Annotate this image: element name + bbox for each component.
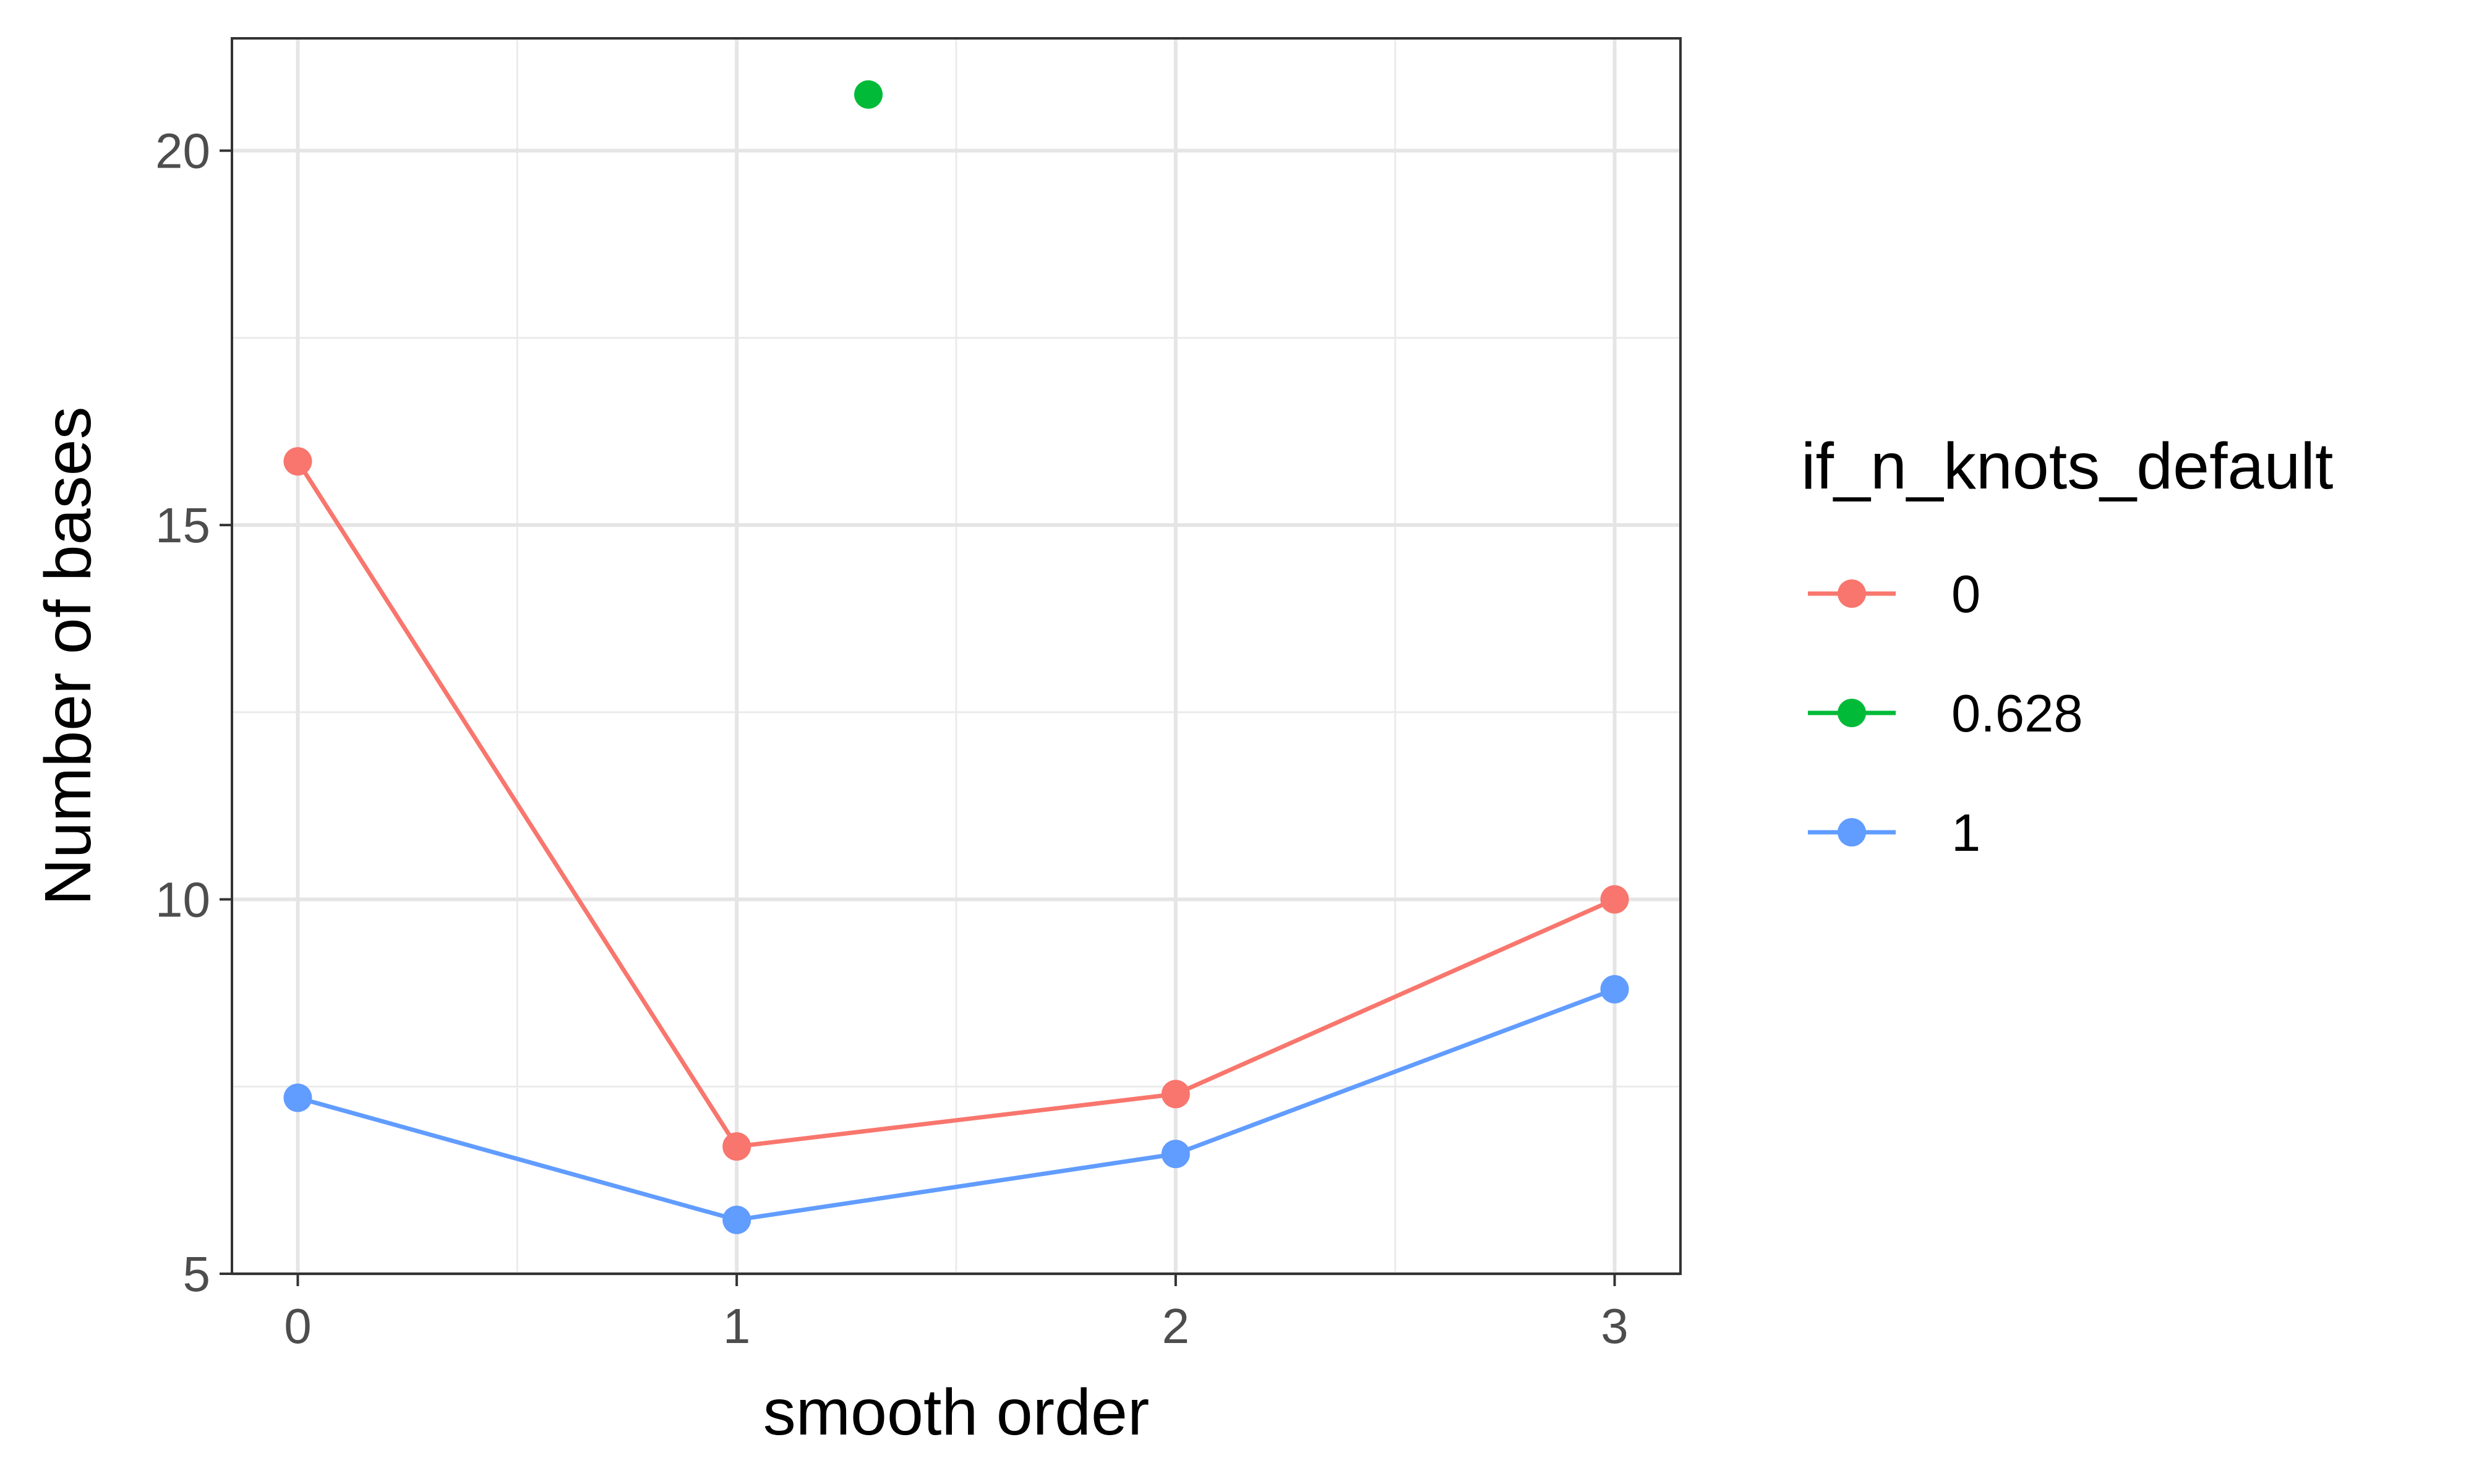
x-tick-label: 1 [723, 1298, 751, 1354]
legend-key-point [1838, 579, 1866, 608]
series-line [296, 460, 1616, 1149]
legend-key-point [1838, 818, 1866, 846]
data-point [283, 1083, 312, 1112]
series-layer [283, 80, 1629, 1234]
legend-item: 0 [1808, 565, 1980, 624]
series-0.628 [854, 80, 883, 109]
data-point [283, 447, 312, 476]
data-point [1600, 974, 1629, 1004]
data-point [1161, 1080, 1190, 1109]
legend: if_n_knots_default 0 0.628 1 [1801, 430, 2333, 863]
legend-item: 1 [1808, 804, 1980, 863]
y-axis-title: Number of bases [32, 406, 105, 905]
panel-border [231, 37, 1682, 1275]
series-0 [283, 447, 1629, 1161]
series-line [297, 987, 1616, 1222]
legend-key-point [1838, 699, 1866, 727]
x-tick-label: 3 [1601, 1298, 1629, 1354]
legend-item: 0.628 [1808, 684, 2083, 743]
legend-items: 0 0.628 1 [1808, 565, 2083, 863]
y-tick-label: 15 [155, 498, 210, 553]
tick-labels: 0 1 2 3 5 10 15 20 [155, 124, 1629, 1354]
legend-label: 0.628 [1951, 684, 2083, 743]
y-tick-label: 20 [155, 124, 210, 179]
data-point [1600, 885, 1629, 914]
x-tick-label: 2 [1162, 1298, 1190, 1354]
x-tick-label: 0 [284, 1298, 312, 1354]
data-point [1161, 1140, 1190, 1169]
data-point [722, 1132, 751, 1161]
legend-title: if_n_knots_default [1801, 430, 2333, 503]
y-tick-label: 10 [155, 872, 210, 927]
series-1 [283, 974, 1629, 1234]
axis-ticks [220, 149, 1616, 1286]
data-point [854, 80, 883, 109]
y-tick-label: 5 [183, 1247, 211, 1302]
legend-label: 1 [1951, 804, 1980, 863]
x-axis-title: smooth order [763, 1376, 1150, 1449]
data-point [722, 1205, 751, 1234]
minor-gridlines [232, 38, 1680, 1274]
legend-label: 0 [1951, 565, 1980, 624]
